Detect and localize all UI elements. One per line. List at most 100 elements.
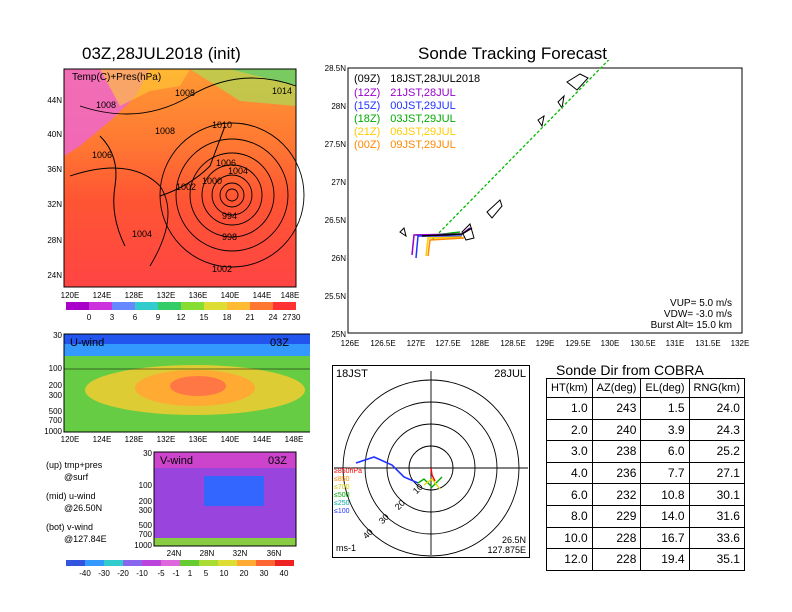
lon-tick: 136E bbox=[189, 435, 208, 444]
lon-tick: 130.5E bbox=[630, 339, 655, 348]
legend-code: (21Z) bbox=[354, 126, 380, 138]
table-cell: 24.3 bbox=[688, 418, 745, 442]
colorbar-tick: 0 bbox=[87, 313, 92, 322]
lon-tick: 120E bbox=[61, 435, 80, 444]
legend-text: 18JST,28JUL2018 bbox=[390, 73, 480, 85]
track-line-00z bbox=[427, 237, 465, 257]
table-header: AZ(deg) bbox=[591, 378, 642, 398]
wind-hodograph-yellow bbox=[423, 478, 441, 490]
pressure-tick: 30 bbox=[53, 331, 62, 340]
table-cell: 236 bbox=[591, 461, 642, 485]
polar-lon: 127.875E bbox=[487, 545, 526, 555]
table-cell: 14.0 bbox=[640, 504, 690, 528]
isobar-label: 1000 bbox=[202, 176, 222, 186]
svg-text:(21Z)06JST,29JUL: (21Z) 06JST,29JUL bbox=[354, 126, 456, 138]
lon-tick: 132E bbox=[731, 339, 750, 348]
lon-tick: 131E bbox=[666, 339, 685, 348]
vdw-text: VDW= -3.0 m/s bbox=[664, 309, 732, 320]
track-line-09z bbox=[421, 227, 473, 237]
lon-tick: 126.5E bbox=[370, 339, 395, 348]
table-row: 2.0 240 3.9 24.3 bbox=[546, 418, 745, 442]
lon-tick: 127E bbox=[407, 339, 426, 348]
island bbox=[399, 227, 407, 238]
table-cell: 6.0 bbox=[546, 483, 593, 506]
lon-tick: 129.5E bbox=[565, 339, 590, 348]
lat-tick: 26.5N bbox=[325, 216, 347, 225]
notes-block: (up) tmp+pres @surf (mid) u-wind @26.50N… bbox=[46, 459, 107, 545]
table-row: 6.0 232 10.8 30.1 bbox=[546, 483, 745, 506]
polar-lat: 26.5N bbox=[502, 535, 526, 545]
polar-date: 28JUL bbox=[494, 368, 526, 380]
colorbar-tick: -10 bbox=[136, 569, 148, 578]
note-bot: (bot) v-wind bbox=[46, 522, 94, 532]
isobar-label: 1006 bbox=[92, 150, 112, 160]
pressure-tick: 30 bbox=[143, 449, 152, 458]
table-cell: 27.1 bbox=[688, 461, 745, 485]
wind-hodograph-blue bbox=[355, 456, 419, 484]
isobar-label: 1004 bbox=[132, 229, 152, 239]
table-row: 10.0 228 16.7 33.6 bbox=[546, 526, 745, 550]
table-cell: 1.0 bbox=[546, 397, 593, 420]
colorbar-tick: -5 bbox=[157, 569, 165, 578]
table-cell: 24.0 bbox=[688, 397, 745, 420]
table-row: 12.0 228 19.4 35.1 bbox=[546, 548, 745, 571]
legend-text: 03JST,29JUL bbox=[390, 113, 455, 125]
lon-tick: 140E bbox=[221, 291, 240, 300]
colorbar-tick: 3 bbox=[110, 313, 115, 322]
table-cell: 12.0 bbox=[546, 548, 593, 571]
level-label: ≤700 bbox=[334, 484, 350, 491]
lat-tick: 25N bbox=[331, 330, 346, 339]
track-extension-18z bbox=[431, 60, 610, 241]
legend-code: (09Z) bbox=[354, 73, 380, 85]
temperature-colorbar bbox=[66, 302, 296, 310]
colorbar-tick: 12 bbox=[177, 313, 186, 322]
legend-code: (12Z) bbox=[354, 87, 380, 99]
map-field-label: Temp(C)+Pres(hPa) bbox=[72, 72, 161, 83]
note-mid: (mid) u-wind bbox=[46, 491, 96, 501]
note-up-level: @surf bbox=[64, 472, 89, 482]
lon-tick: 120E bbox=[61, 291, 80, 300]
table-cell: 10.8 bbox=[640, 483, 690, 506]
isobar-label: 1008 bbox=[96, 100, 116, 110]
table-cell: 31.6 bbox=[688, 504, 745, 528]
colorbar-tick: -1 bbox=[172, 569, 180, 578]
legend-text: 09JST,29JUL bbox=[390, 139, 455, 151]
pressure-tick: 100 bbox=[49, 364, 63, 373]
track-title: Sonde Tracking Forecast bbox=[418, 44, 607, 63]
table-cell: 33.6 bbox=[688, 526, 745, 550]
isobar-label: 1002 bbox=[176, 182, 196, 192]
table-cell: 19.4 bbox=[640, 548, 690, 571]
table-cell: 35.1 bbox=[688, 548, 745, 571]
colorbar-tick: 30 bbox=[292, 313, 301, 322]
table-cell: 25.2 bbox=[688, 440, 745, 463]
table-cell: 228 bbox=[591, 548, 642, 571]
colorbar-tick: 18 bbox=[223, 313, 232, 322]
colorbar-tick: 21 bbox=[246, 313, 255, 322]
polar-unit: ms-1 bbox=[336, 543, 356, 553]
level-label: ≤500 bbox=[334, 492, 350, 499]
colorbar-tick: 27 bbox=[283, 313, 292, 322]
colorbar-tick: 40 bbox=[280, 569, 289, 578]
svg-text:(09Z)18JST,28JUL2018: (09Z) 18JST,28JUL2018 bbox=[354, 73, 480, 85]
u-wind-time: 03Z bbox=[270, 337, 289, 349]
legend-text: 21JST,28JUL bbox=[390, 87, 455, 99]
pressure-tick: 1000 bbox=[134, 541, 152, 550]
burst-text: Burst Alt= 15.0 km bbox=[651, 320, 732, 331]
lon-tick: 130E bbox=[601, 339, 620, 348]
lat-tick: 25.5N bbox=[325, 292, 347, 301]
pressure-tick: 300 bbox=[49, 391, 63, 400]
table-row: 3.0 238 6.0 25.2 bbox=[546, 440, 745, 463]
table-cell: 228 bbox=[591, 526, 642, 550]
isobar-label: 1008 bbox=[175, 88, 195, 98]
polar-wind-plot: 10 20 30 40 ≥850hPa ≤850 ≤700 ≤500 ≤250 … bbox=[332, 365, 530, 558]
svg-text:(12Z)21JST,28JUL: (12Z) 21JST,28JUL bbox=[354, 87, 456, 99]
wind-colorbar: -40 -30 -20 -10 -5 -1 1 5 10 20 30 40 bbox=[66, 560, 294, 578]
lat-tick: 44N bbox=[47, 96, 62, 105]
lat-tick: 32N bbox=[233, 549, 248, 558]
track-line-15z bbox=[415, 235, 462, 259]
table-row: 1.0 243 1.5 24.0 bbox=[546, 397, 745, 420]
lon-tick: 126E bbox=[341, 339, 360, 348]
table-cell: 238 bbox=[591, 440, 642, 463]
level-label: ≤250 bbox=[334, 500, 350, 507]
polar-time: 18JST bbox=[336, 368, 368, 380]
